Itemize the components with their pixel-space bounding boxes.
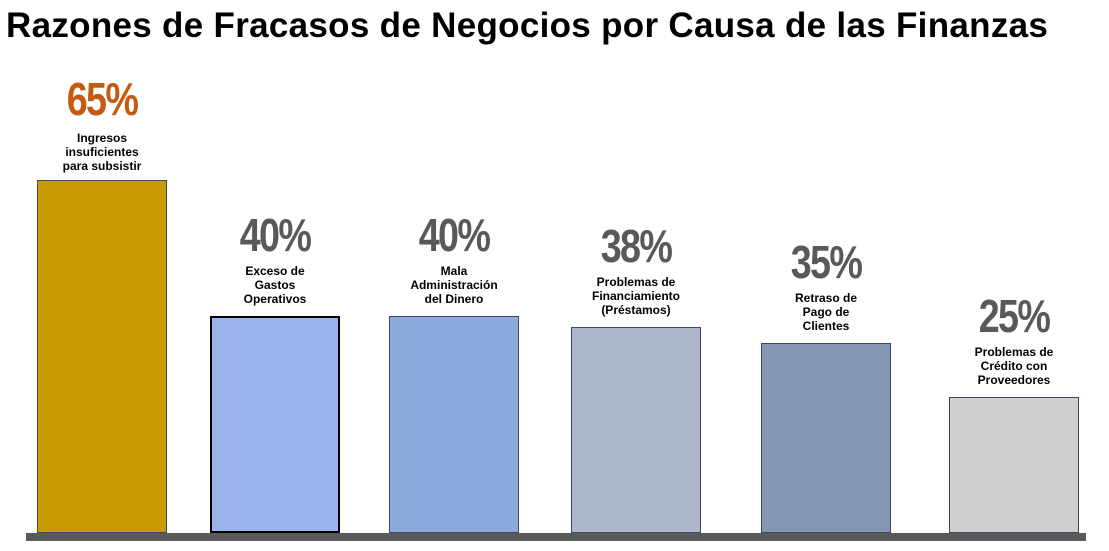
category-label-1: Ingresos insuficientes para subsistir <box>62 131 142 173</box>
value-label-5: 35% <box>790 236 863 288</box>
value-label-6: 25% <box>978 290 1051 342</box>
value-label-4: 38% <box>600 220 673 272</box>
bar-4[interactable] <box>571 327 701 533</box>
bar-2[interactable] <box>210 316 340 533</box>
value-label-1: 65% <box>66 73 139 125</box>
category-label-6: Problemas de Crédito con Proveedores <box>974 345 1054 387</box>
x-axis-baseline <box>26 533 1086 541</box>
category-label-3: Mala Administración del Dinero <box>410 264 498 306</box>
chart-title: Razones de Fracasos de Negocios por Caus… <box>6 6 1049 45</box>
bar-1[interactable] <box>37 180 167 533</box>
category-label-5: Retraso de Pago de Clientes <box>794 291 858 333</box>
bar-6[interactable] <box>949 397 1079 533</box>
value-label-3: 40% <box>418 209 491 261</box>
bar-5[interactable] <box>761 343 891 533</box>
category-label-4: Problemas de Financiamiento (Préstamos) <box>591 275 680 317</box>
category-label-2: Exceso de Gastos Operativos <box>243 264 307 306</box>
bar-3[interactable] <box>389 316 519 533</box>
value-label-2: 40% <box>239 209 312 261</box>
